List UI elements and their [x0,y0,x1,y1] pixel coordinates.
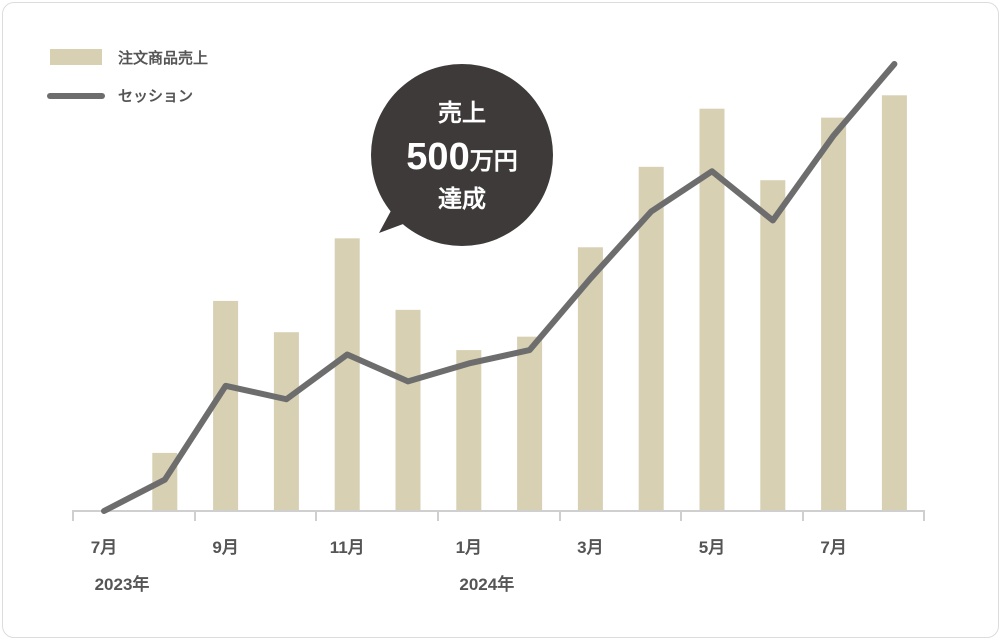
bubble-amount: 500 [406,136,469,178]
bar-5 [395,309,421,511]
x-tick-label-3: 1月 [456,538,482,557]
year-label-0: 2023年 [95,574,150,594]
bubble-line-2: 500万円 [406,136,517,178]
bubble-line-1: 売上 [438,100,486,127]
x-axis: 7月 9月 11月 1月 3月 5月 7月 2023年 2024年 [72,510,925,594]
line-series [101,61,898,514]
bubble-unit: 万円 [470,148,518,175]
legend-label-sales: 注文商品売上 [118,49,208,67]
x-tick-label-2: 11月 [330,538,365,557]
year-label-1: 2024年 [459,574,514,594]
bar-series [152,95,907,511]
x-tick-label-4: 3月 [577,538,603,557]
bubble-line-3: 達成 [438,186,486,213]
legend: 注文商品売上 セッション [47,49,208,105]
legend-bar-swatch [50,49,102,65]
x-tick-label-5: 5月 [699,538,725,557]
bar-3 [273,332,299,511]
bar-12 [821,117,847,511]
x-tick-label-6: 7月 [820,538,846,557]
bar-7 [517,336,543,511]
x-tick-label-1: 9月 [212,538,238,557]
annotation-bubble: 売上 500万円 達成 [371,64,553,246]
bar-4 [334,238,360,511]
bar-13 [881,95,907,511]
bar-2 [213,300,239,511]
legend-label-sessions: セッション [118,88,193,105]
sessions-line [101,61,898,514]
bar-6 [456,350,482,511]
bubble-circle [371,64,553,246]
x-tick-label-0: 7月 [91,538,117,557]
bar-11 [760,180,786,511]
